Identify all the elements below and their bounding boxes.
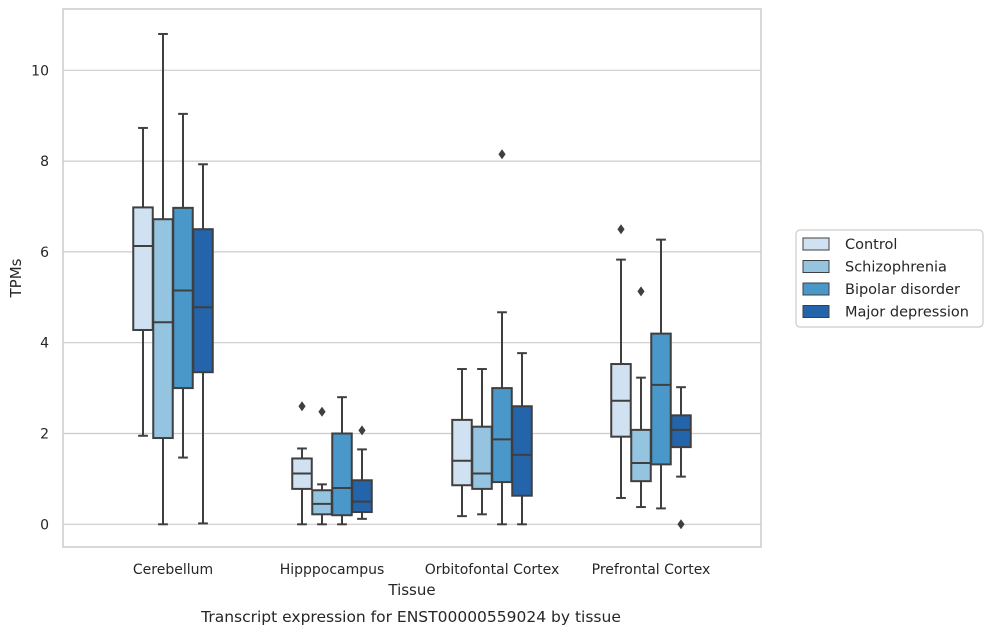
box-body — [511, 405, 533, 497]
box-schizophrenia — [471, 368, 493, 516]
box-body — [491, 387, 513, 484]
box-major-depression — [670, 386, 692, 530]
x-tick-label: Orbitofontal Cortex — [425, 562, 560, 578]
box-body — [670, 414, 692, 449]
outlier-point — [358, 425, 366, 436]
box-schizophrenia — [311, 406, 333, 526]
legend-label: Control — [845, 237, 897, 253]
legend-label: Major depression — [845, 305, 969, 321]
x-axis-label: Tissue — [387, 581, 435, 599]
y-tick-label: 0 — [40, 517, 49, 533]
box-control — [291, 401, 313, 526]
box-control — [610, 224, 632, 499]
y-tick-label: 2 — [40, 426, 49, 442]
box-body — [471, 425, 493, 490]
legend-swatch — [802, 260, 830, 273]
box-major-depression — [192, 163, 214, 525]
box-bipolar-disorder — [331, 396, 353, 526]
x-tick-label: Hipppocampus — [280, 562, 385, 578]
x-tick-label: Prefrontal Cortex — [592, 562, 711, 578]
legend-swatch — [802, 237, 830, 251]
box-body — [132, 206, 154, 331]
x-tick-label: Cerebellum — [133, 562, 213, 578]
y-tick-labels: 0 2 4 6 8 10 — [31, 63, 49, 533]
box-plot-area — [132, 32, 692, 530]
y-axis-label: TPMs — [7, 258, 25, 298]
box-body — [630, 428, 652, 483]
box-bipolar-disorder — [650, 238, 672, 510]
legend-swatch — [802, 282, 830, 296]
y-tick-label: 6 — [40, 245, 49, 261]
y-tick-label: 4 — [40, 336, 49, 352]
plot-frame — [62, 8, 762, 548]
box-control — [132, 126, 154, 437]
y-tick-label: 10 — [31, 63, 49, 79]
box-body — [451, 418, 473, 487]
figure-caption: Transcript expression for ENST0000055902… — [200, 608, 621, 626]
box-schizophrenia — [630, 286, 652, 509]
outlier-point — [637, 286, 645, 297]
outlier-point — [318, 406, 326, 417]
outlier-point — [677, 519, 685, 530]
outlier-point — [298, 401, 306, 412]
y-tick-label: 8 — [40, 154, 49, 170]
box-control — [451, 368, 473, 518]
box-schizophrenia — [152, 32, 174, 526]
legend-label: Schizophrenia — [845, 260, 947, 276]
box-body — [311, 489, 333, 516]
box-body — [152, 218, 174, 440]
box-body — [351, 479, 373, 514]
box-major-depression — [351, 425, 373, 520]
box-major-depression — [511, 352, 533, 526]
legend-frame — [795, 229, 984, 328]
x-tick-labels: Cerebellum Hipppocampus Orbitofontal Corte… — [133, 562, 710, 578]
legend: Control Schizophrenia Bipolar disorder Majo… — [795, 229, 984, 328]
box-body — [192, 228, 214, 374]
legend-swatch — [802, 305, 830, 318]
box-body — [172, 206, 194, 390]
box-body — [331, 432, 353, 517]
box-body — [650, 332, 672, 466]
outlier-point — [617, 224, 625, 235]
outlier-point — [498, 149, 506, 160]
box-bipolar-disorder — [172, 112, 194, 459]
legend-label: Bipolar disorder — [845, 282, 960, 298]
box-bipolar-disorder — [491, 149, 513, 526]
